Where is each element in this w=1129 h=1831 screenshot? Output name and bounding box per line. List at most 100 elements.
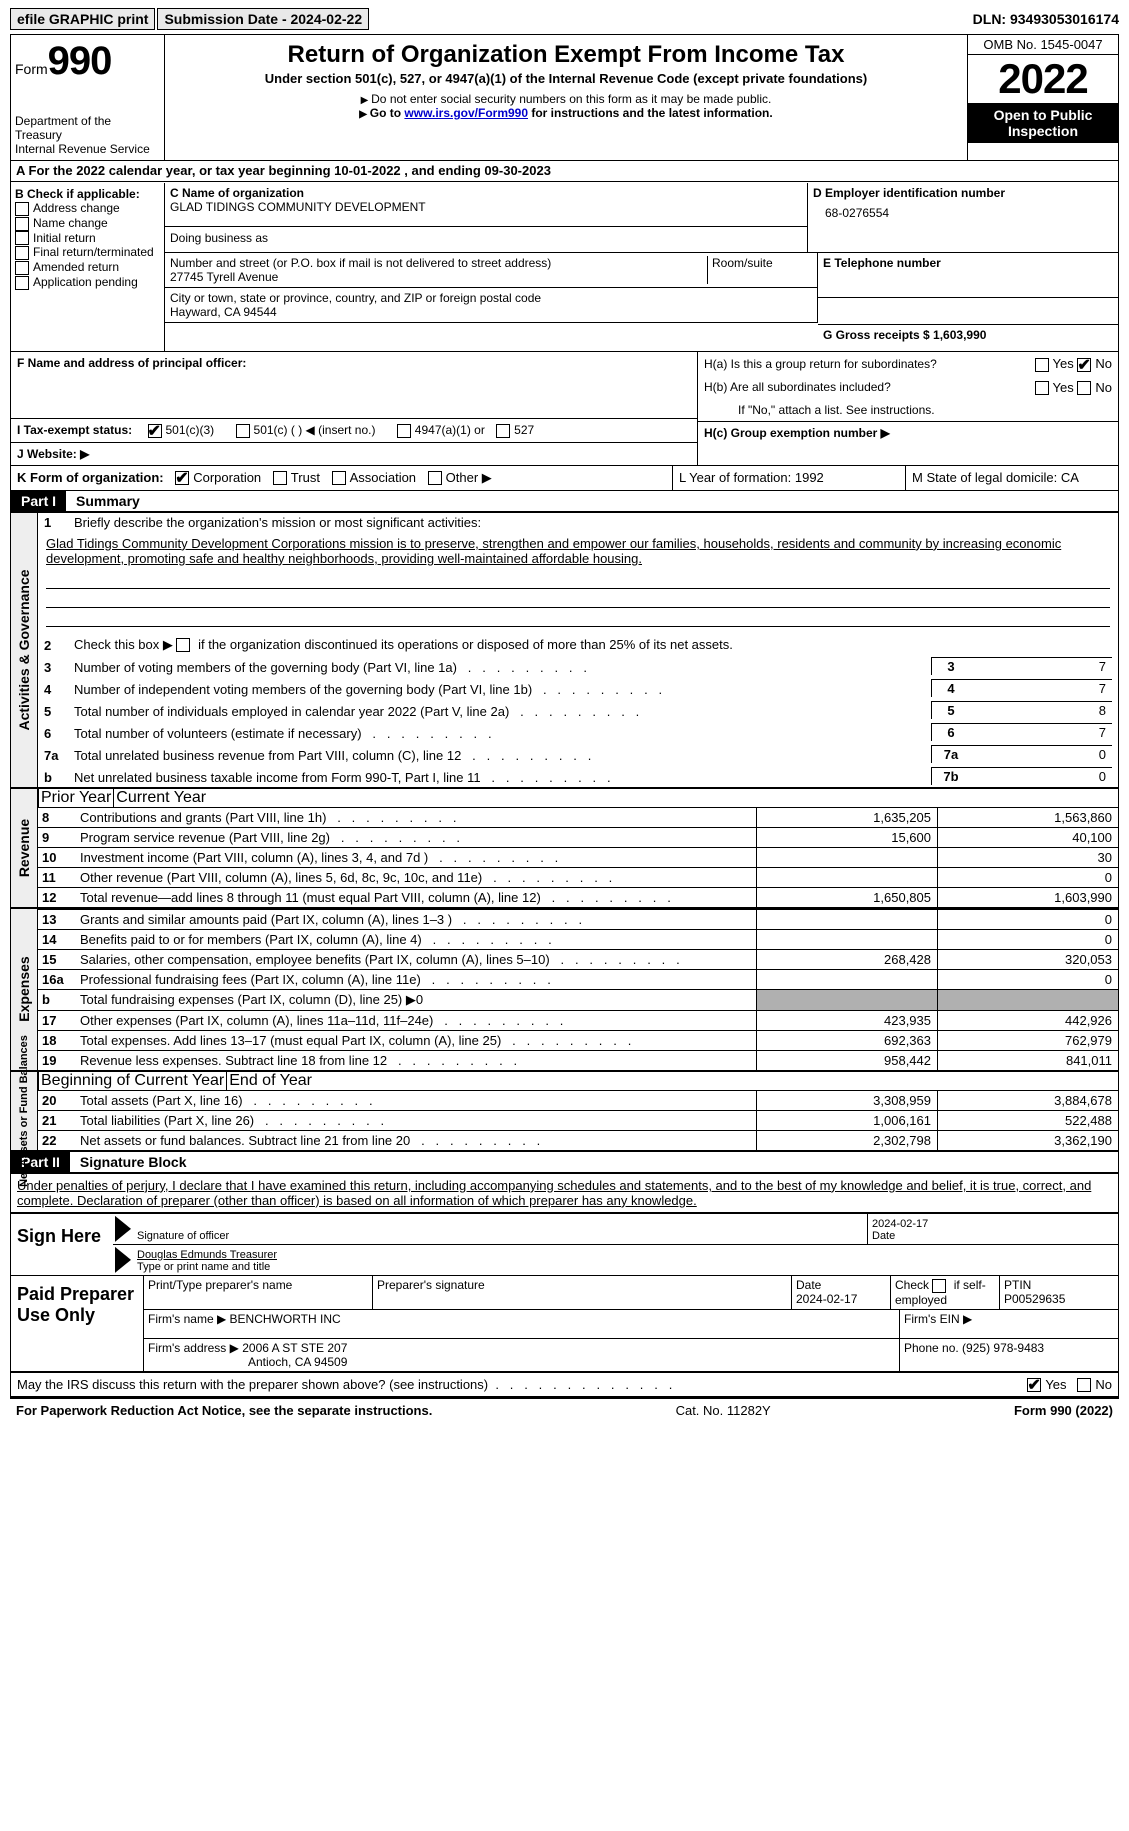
line-text: Other expenses (Part IX, column (A), lin… — [76, 1011, 756, 1030]
irs-link[interactable]: www.irs.gov/Form990 — [404, 106, 528, 120]
line-text: Total liabilities (Part X, line 26) . . … — [76, 1111, 756, 1130]
chk-initial[interactable] — [15, 231, 29, 245]
opt-name: Name change — [33, 216, 108, 230]
prior-val: 1,650,805 — [756, 888, 937, 907]
chk-ha-no[interactable] — [1077, 358, 1091, 372]
efile-print-button[interactable]: efile GRAPHIC print — [10, 8, 155, 30]
current-val: 442,926 — [937, 1011, 1118, 1030]
box-l: L Year of formation: 1992 — [672, 466, 905, 490]
chk-hb-yes[interactable] — [1035, 381, 1049, 395]
chk-ha-yes[interactable] — [1035, 358, 1049, 372]
current-val: 1,603,990 — [937, 888, 1118, 907]
line-value: 7 — [970, 657, 1112, 675]
line-text: Grants and similar amounts paid (Part IX… — [76, 910, 756, 929]
paid-preparer-label: Paid Preparer Use Only — [11, 1276, 143, 1371]
chk-discuss-yes[interactable] — [1027, 1378, 1041, 1392]
chk-name-change[interactable] — [15, 217, 29, 231]
chk-527[interactable] — [496, 424, 510, 438]
chk-discuss-no[interactable] — [1077, 1378, 1091, 1392]
q1-label: Briefly describe the organization's miss… — [74, 515, 1112, 530]
q2-pre: Check this box ▶ — [74, 637, 176, 652]
opt-amended: Amended return — [33, 260, 119, 274]
sidelabel-net: Net Assets or Fund Balances — [11, 1072, 38, 1150]
current-val: 3,884,678 — [937, 1091, 1118, 1110]
under-section: Under section 501(c), 527, or 4947(a)(1)… — [171, 71, 961, 86]
chk-corp[interactable] — [175, 471, 189, 485]
form-word: Form — [15, 61, 48, 77]
sidelabel-governance: Activities & Governance — [11, 513, 38, 787]
current-val: 0 — [937, 970, 1118, 989]
ptin-val: P00529635 — [1004, 1292, 1065, 1306]
chk-final[interactable] — [15, 246, 29, 260]
box-b-label: B Check if applicable: — [15, 187, 160, 201]
prior-val — [756, 910, 937, 929]
col-current: Current Year — [113, 787, 208, 808]
prep-date-label: Date — [796, 1278, 821, 1292]
sig-name: Douglas Edmunds Treasurer — [137, 1249, 1114, 1261]
line-text: Professional fundraising fees (Part IX, … — [76, 970, 756, 989]
opt-pending: Application pending — [33, 275, 138, 289]
arrow-icon — [115, 1216, 131, 1242]
line-text: Net assets or fund balances. Subtract li… — [76, 1131, 756, 1150]
tax-year: 2022 — [968, 55, 1118, 103]
summary-row: Number of independent voting members of … — [74, 682, 931, 697]
goto-label: Go to — [370, 106, 405, 120]
part-i-hdr: Part I — [11, 491, 66, 511]
sign-here: Sign Here — [11, 1214, 113, 1275]
sig-date-val: 2024-02-17 — [872, 1218, 1114, 1230]
form-990: Form990 Department of the Treasury Inter… — [10, 34, 1119, 1397]
chk-pending[interactable] — [15, 276, 29, 290]
chk-501c[interactable] — [236, 424, 250, 438]
prior-val: 692,363 — [756, 1031, 937, 1050]
current-val: 40,100 — [937, 828, 1118, 847]
paperwork-notice: For Paperwork Reduction Act Notice, see … — [16, 1403, 432, 1418]
summary-row: Total unrelated business revenue from Pa… — [74, 748, 931, 763]
prep-date-val: 2024-02-17 — [796, 1292, 857, 1306]
internal-revenue: Internal Revenue Service — [15, 142, 160, 156]
sig-officer-label: Signature of officer — [137, 1230, 863, 1242]
prior-val — [756, 868, 937, 887]
chk-self-employed[interactable] — [932, 1279, 946, 1293]
current-val: 1,563,860 — [937, 808, 1118, 827]
line-num-box: 6 — [931, 723, 970, 741]
firm-addr2: Antioch, CA 94509 — [248, 1355, 347, 1369]
current-val: 0 — [937, 930, 1118, 949]
prep-sig-label: Preparer's signature — [373, 1276, 792, 1309]
line-value: 7 — [970, 723, 1112, 741]
dln: DLN: 93493053016174 — [973, 11, 1119, 27]
no-label: No — [1095, 356, 1112, 371]
hb-label: H(b) Are all subordinates included? — [704, 380, 1035, 394]
chk-assoc[interactable] — [332, 471, 346, 485]
line-text: Program service revenue (Part VIII, line… — [76, 828, 756, 847]
opt-501c: 501(c) ( ) ◀ (insert no.) — [254, 423, 376, 437]
form-number: 990 — [48, 39, 112, 83]
submission-date: Submission Date - 2024-02-22 — [157, 8, 369, 30]
opt-trust: Trust — [291, 470, 320, 485]
chk-address-change[interactable] — [15, 202, 29, 216]
opt-other: Other ▶ — [446, 470, 492, 485]
chk-discontinued[interactable] — [176, 638, 190, 652]
chk-trust[interactable] — [273, 471, 287, 485]
col-end: End of Year — [226, 1070, 314, 1091]
firm-label: Firm's name ▶ — [148, 1312, 226, 1326]
hb-note: If "No," attach a list. See instructions… — [698, 399, 1118, 422]
chk-hb-no[interactable] — [1077, 381, 1091, 395]
box-i-label: I Tax-exempt status: — [17, 423, 132, 437]
line-value: 8 — [970, 701, 1112, 719]
sidelabel-revenue: Revenue — [11, 789, 38, 907]
prior-val: 3,308,959 — [756, 1091, 937, 1110]
current-val: 0 — [937, 868, 1118, 887]
prep-check-label: Check if self-employed — [895, 1278, 986, 1307]
chk-4947[interactable] — [397, 424, 411, 438]
line-text: Total fundraising expenses (Part IX, col… — [76, 990, 756, 1010]
line-num-box: 4 — [931, 679, 970, 697]
firm-addr1: 2006 A ST STE 207 — [242, 1341, 347, 1355]
chk-other[interactable] — [428, 471, 442, 485]
chk-amended[interactable] — [15, 261, 29, 275]
prep-name-label: Print/Type preparer's name — [144, 1276, 373, 1309]
summary-row: Total number of individuals employed in … — [74, 704, 931, 719]
chk-501c3[interactable] — [148, 424, 162, 438]
opt-501c3: 501(c)(3) — [166, 423, 215, 437]
col-begin: Beginning of Current Year — [38, 1070, 226, 1091]
dba-label: Doing business as — [165, 226, 807, 249]
